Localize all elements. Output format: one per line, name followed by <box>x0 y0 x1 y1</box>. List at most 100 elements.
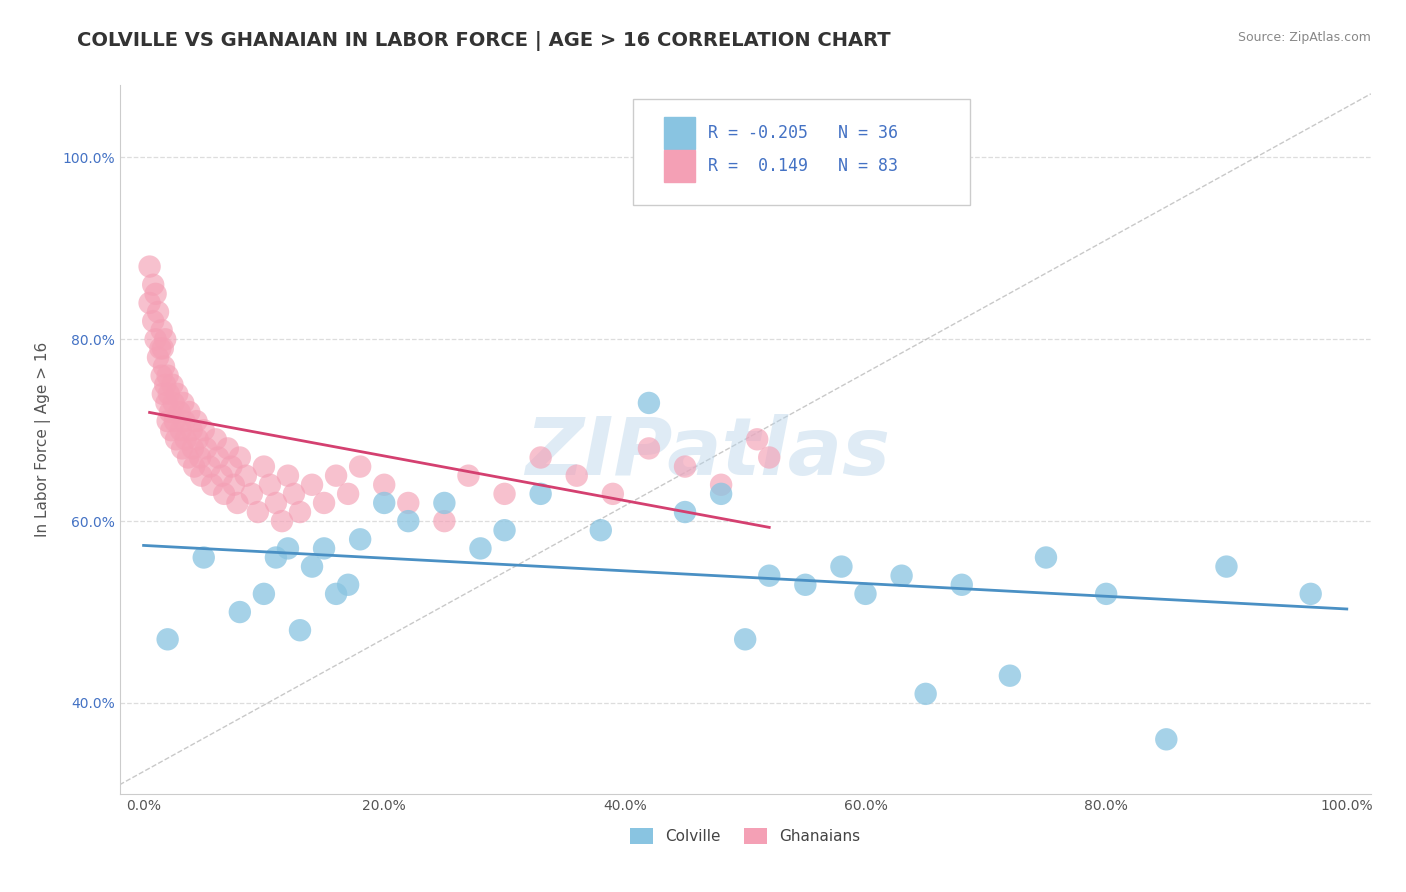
Point <box>201 477 224 491</box>
Point <box>166 387 188 401</box>
Point <box>433 496 456 510</box>
Point <box>172 442 194 456</box>
Point <box>253 459 276 474</box>
Point <box>187 433 209 447</box>
Point <box>240 487 263 501</box>
Point <box>212 487 235 501</box>
Text: Source: ZipAtlas.com: Source: ZipAtlas.com <box>1237 31 1371 45</box>
Point <box>530 487 553 501</box>
Point <box>433 514 456 528</box>
Point <box>1299 587 1322 601</box>
Point <box>457 468 479 483</box>
Point <box>204 433 226 447</box>
Point <box>150 368 173 383</box>
Point <box>177 450 200 465</box>
Point <box>1215 559 1237 574</box>
Point <box>165 433 187 447</box>
Y-axis label: In Labor Force | Age > 16: In Labor Force | Age > 16 <box>35 342 51 537</box>
Point <box>211 468 233 483</box>
Point <box>229 605 252 619</box>
Point <box>157 387 180 401</box>
Point <box>638 396 661 410</box>
Point <box>153 359 176 374</box>
Point <box>1156 732 1178 747</box>
Point <box>855 587 877 601</box>
Point <box>226 496 249 510</box>
Point <box>264 550 287 565</box>
Point <box>152 387 174 401</box>
Point <box>494 487 516 501</box>
Point <box>1095 587 1118 601</box>
FancyBboxPatch shape <box>664 117 695 149</box>
Point <box>830 559 852 574</box>
Point <box>710 487 733 501</box>
Point <box>162 377 184 392</box>
Point <box>373 496 395 510</box>
Text: COLVILLE VS GHANAIAN IN LABOR FORCE | AGE > 16 CORRELATION CHART: COLVILLE VS GHANAIAN IN LABOR FORCE | AG… <box>77 31 891 51</box>
FancyBboxPatch shape <box>664 151 695 182</box>
Point <box>288 624 311 638</box>
Point <box>222 477 245 491</box>
Point <box>198 459 221 474</box>
Point <box>758 450 780 465</box>
Point <box>235 468 257 483</box>
Point <box>1035 550 1057 565</box>
Point <box>155 377 177 392</box>
Text: R = -0.205   N = 36: R = -0.205 N = 36 <box>707 124 897 142</box>
Point <box>325 587 347 601</box>
Point <box>747 433 769 447</box>
Point <box>264 496 287 510</box>
Point <box>217 442 239 456</box>
Point <box>155 396 177 410</box>
Point <box>195 442 218 456</box>
Point <box>169 405 191 419</box>
Point <box>890 568 912 582</box>
Point <box>950 578 973 592</box>
Point <box>589 523 612 537</box>
Point <box>181 442 204 456</box>
Point <box>183 459 205 474</box>
Point <box>156 414 179 428</box>
Legend: Colville, Ghanaians: Colville, Ghanaians <box>624 822 866 850</box>
Point <box>179 405 201 419</box>
Point <box>155 332 177 346</box>
Point <box>146 305 169 319</box>
Point <box>602 487 624 501</box>
Point <box>156 632 179 647</box>
Point <box>221 459 243 474</box>
Point <box>349 533 371 547</box>
Point <box>794 578 817 592</box>
Point <box>283 487 305 501</box>
Point <box>530 450 553 465</box>
FancyBboxPatch shape <box>633 99 970 205</box>
Point <box>301 559 323 574</box>
Point <box>229 450 252 465</box>
Point <box>160 423 183 437</box>
Point <box>673 459 696 474</box>
Point <box>163 396 186 410</box>
Point <box>396 514 419 528</box>
Text: ZIPatlas: ZIPatlas <box>524 415 890 492</box>
Point <box>145 286 167 301</box>
Point <box>325 468 347 483</box>
Point <box>159 405 181 419</box>
Point <box>301 477 323 491</box>
Point <box>170 423 193 437</box>
Point <box>565 468 588 483</box>
Point <box>152 342 174 356</box>
Point <box>494 523 516 537</box>
Point <box>142 314 165 328</box>
Point <box>163 414 186 428</box>
Point <box>138 296 160 310</box>
Point <box>142 277 165 292</box>
Point <box>337 487 360 501</box>
Point <box>259 477 281 491</box>
Point <box>758 568 780 582</box>
Point <box>288 505 311 519</box>
Point <box>349 459 371 474</box>
Point <box>277 541 299 556</box>
Point <box>312 541 335 556</box>
Point <box>145 332 167 346</box>
Point <box>734 632 756 647</box>
Point <box>246 505 269 519</box>
